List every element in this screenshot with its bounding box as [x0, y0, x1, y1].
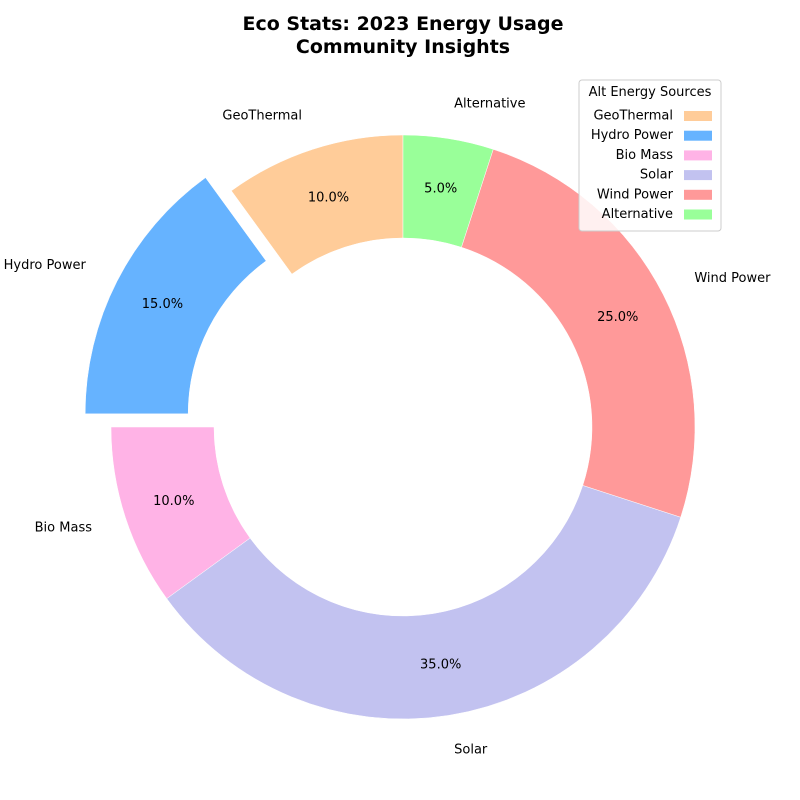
legend-label-bio-mass: Bio Mass — [616, 148, 674, 163]
legend-swatch-alternative — [684, 209, 712, 220]
category-label-hydro-power: Hydro Power — [4, 258, 87, 273]
slice-hydro-power — [84, 177, 267, 415]
category-label-solar: Solar — [454, 742, 488, 757]
legend-entries: GeoThermal Hydro Power Bio Mass Solar Wind P… — [591, 109, 712, 222]
legend-swatch-solar — [684, 170, 712, 181]
category-labels-group: GeoThermal Hydro Power Bio Mass Solar Wind P… — [4, 97, 771, 758]
legend-label-hydro-power: Hydro Power — [591, 128, 674, 143]
category-label-wind-power: Wind Power — [694, 271, 771, 286]
legend: Alt Energy Sources GeoThermal Hydro Power… — [578, 79, 722, 232]
category-label-geothermal: GeoThermal — [222, 109, 302, 124]
slice-solar — [166, 485, 682, 720]
percent-label-hydro-power: 15.0% — [142, 297, 183, 312]
legend-label-wind-power: Wind Power — [597, 187, 674, 202]
legend-swatch-hydro-power — [684, 130, 712, 141]
legend-title: Alt Energy Sources — [589, 85, 712, 100]
legend-label-geothermal: GeoThermal — [593, 109, 673, 124]
category-label-alternative: Alternative — [454, 97, 525, 112]
percent-label-alternative: 5.0% — [424, 181, 457, 196]
legend-label-solar: Solar — [640, 168, 674, 183]
legend-label-alternative: Alternative — [602, 207, 673, 222]
legend-swatch-geothermal — [684, 111, 712, 121]
category-label-bio-mass: Bio Mass — [35, 521, 93, 536]
slice-alternative — [402, 134, 494, 248]
percent-label-bio-mass: 10.0% — [153, 494, 194, 509]
legend-swatch-bio-mass — [684, 150, 712, 161]
chart-title-line-2: Community Insights — [296, 36, 510, 58]
percent-label-geothermal: 10.0% — [308, 190, 349, 205]
percent-label-solar: 35.0% — [420, 658, 461, 673]
slices-group — [84, 134, 696, 720]
percent-labels-group: 10.0% 15.0% 10.0% 35.0% 25.0% 5.0% — [142, 181, 639, 672]
legend-swatch-wind-power — [684, 189, 712, 200]
percent-label-wind-power: 25.0% — [597, 310, 638, 325]
chart-title-line-1: Eco Stats: 2023 Energy Usage — [242, 13, 563, 35]
slice-wind-power — [461, 148, 696, 518]
slice-geothermal — [231, 134, 404, 275]
